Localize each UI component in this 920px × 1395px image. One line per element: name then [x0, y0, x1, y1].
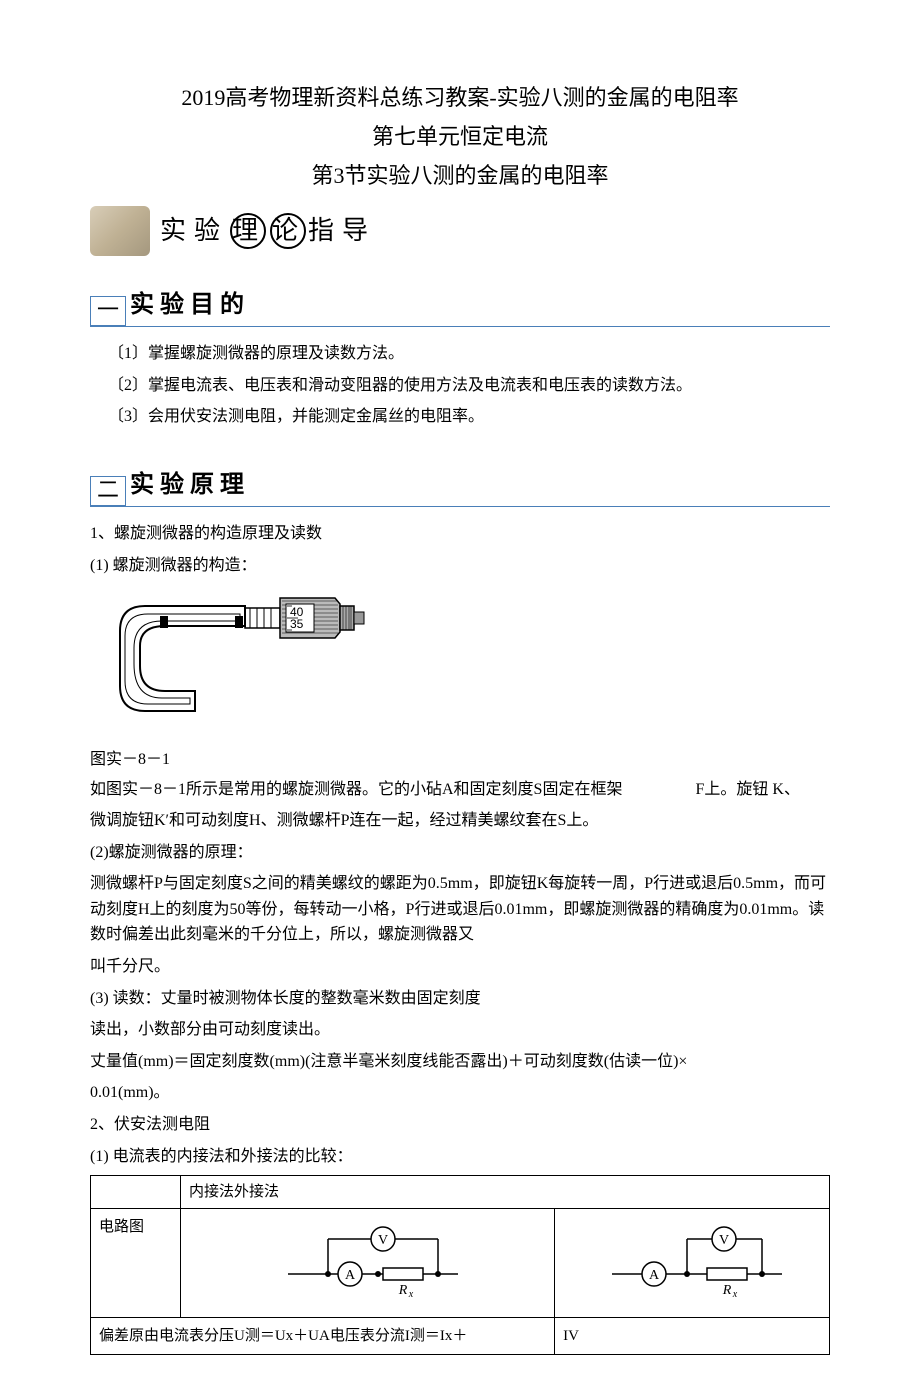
heading-voltammetry: 2、伏安法测电阻 [90, 1112, 830, 1138]
sub4-compare: (1) 电流表的内接法和外接法的比较： [90, 1144, 830, 1170]
svg-text:R: R [722, 1283, 732, 1298]
row2-extra: IV [555, 1318, 830, 1355]
section-2-number: 二 [90, 476, 126, 506]
section-2-header: 二 实验原理 [90, 466, 830, 507]
banner-theory-guide: 实验理论指导 [90, 206, 830, 256]
svg-text:V: V [377, 1233, 387, 1248]
svg-text:A: A [649, 1268, 660, 1283]
banner-circled-2: 论 [270, 213, 306, 249]
svg-text:R: R [397, 1283, 407, 1298]
section1-item1: 〔1〕掌握螺旋测微器的原理及读数方法。 [90, 341, 830, 367]
scale-35: 35 [290, 617, 304, 631]
sub1-construction: (1) 螺旋测微器的构造： [90, 553, 830, 579]
section-1-header: 一 实验目的 [90, 286, 830, 327]
circuit-external: A V R x [555, 1209, 830, 1318]
banner-suffix: 指导 [308, 216, 376, 245]
para1-right: F上。旋钮 K、 [696, 777, 800, 803]
title-main: 2019高考物理新资料总练习教案-实验八测的金属的电阻率 [90, 80, 830, 115]
para1-line1: 如图实－8－1所示是常用的螺旋测微器。它的小砧A和固定刻度S固定在框架 F上。旋… [90, 777, 830, 803]
compare-table: 内接法外接法 电路图 A V R [90, 1175, 830, 1355]
svg-text:x: x [407, 1289, 413, 1299]
banner-image [90, 206, 150, 256]
para2-b: 叫千分尺。 [90, 954, 830, 980]
para1-a: 如图实－8－1所示是常用的螺旋测微器。它的小砧A和固定刻度S固定在框架 [90, 781, 622, 798]
section-1-number: 一 [90, 296, 126, 326]
banner-text: 实验理论指导 [160, 210, 376, 252]
heading-micrometer: 1、螺旋测微器的构造原理及读数 [90, 521, 830, 547]
row1-label: 电路图 [91, 1209, 181, 1318]
sub3-reading: (3) 读数：丈量时被测物体长度的整数毫米数由固定刻度 [90, 986, 830, 1012]
para3-c: 0.01(mm)。 [90, 1080, 830, 1106]
header-methods: 内接法外接法 [181, 1176, 830, 1209]
title-sub2: 第3节实验八测的金属的电阻率 [90, 158, 830, 193]
section-1-title: 实验目的 [130, 286, 250, 326]
micrometer-figure: 40 35 [90, 586, 830, 735]
title-sub1: 第七单元恒定电流 [90, 119, 830, 154]
svg-text:V: V [719, 1233, 729, 1248]
svg-text:x: x [732, 1289, 738, 1299]
para3-b: 丈量值(mm)＝固定刻度数(mm)(注意半毫米刻度线能否露出)＋可动刻度数(估读… [90, 1049, 830, 1075]
para1-b: 微调旋钮K′和可动刻度H、测微螺杆P连在一起，经过精美螺纹套在S上。 [90, 808, 830, 834]
para3-a: 读出，小数部分由可动刻度读出。 [90, 1017, 830, 1043]
sub2-principle: (2)螺旋测微器的原理： [90, 840, 830, 866]
svg-text:A: A [344, 1268, 355, 1283]
section1-item2: 〔2〕掌握电流表、电压表和滑动变阻器的使用方法及电流表和电压表的读数方法。 [90, 373, 830, 399]
para2-a: 测微螺杆P与固定刻度S之间的精美螺纹的螺距为0.5mm，即旋钮K每旋转一周，P行… [90, 871, 830, 948]
figure-label: 图实－8－1 [90, 747, 830, 773]
section1-item3: 〔3〕会用伏安法测电阻，并能测定金属丝的电阻率。 [90, 404, 830, 430]
header-empty [91, 1176, 181, 1209]
banner-prefix: 实验 [160, 216, 228, 245]
section-2-title: 实验原理 [130, 466, 250, 506]
circuit-internal: A V R x [181, 1209, 555, 1318]
row2-text: 偏差原由电流表分压U测＝Ux＋UA电压表分流I测＝Ix＋ [91, 1318, 555, 1355]
banner-circled-1: 理 [230, 213, 266, 249]
